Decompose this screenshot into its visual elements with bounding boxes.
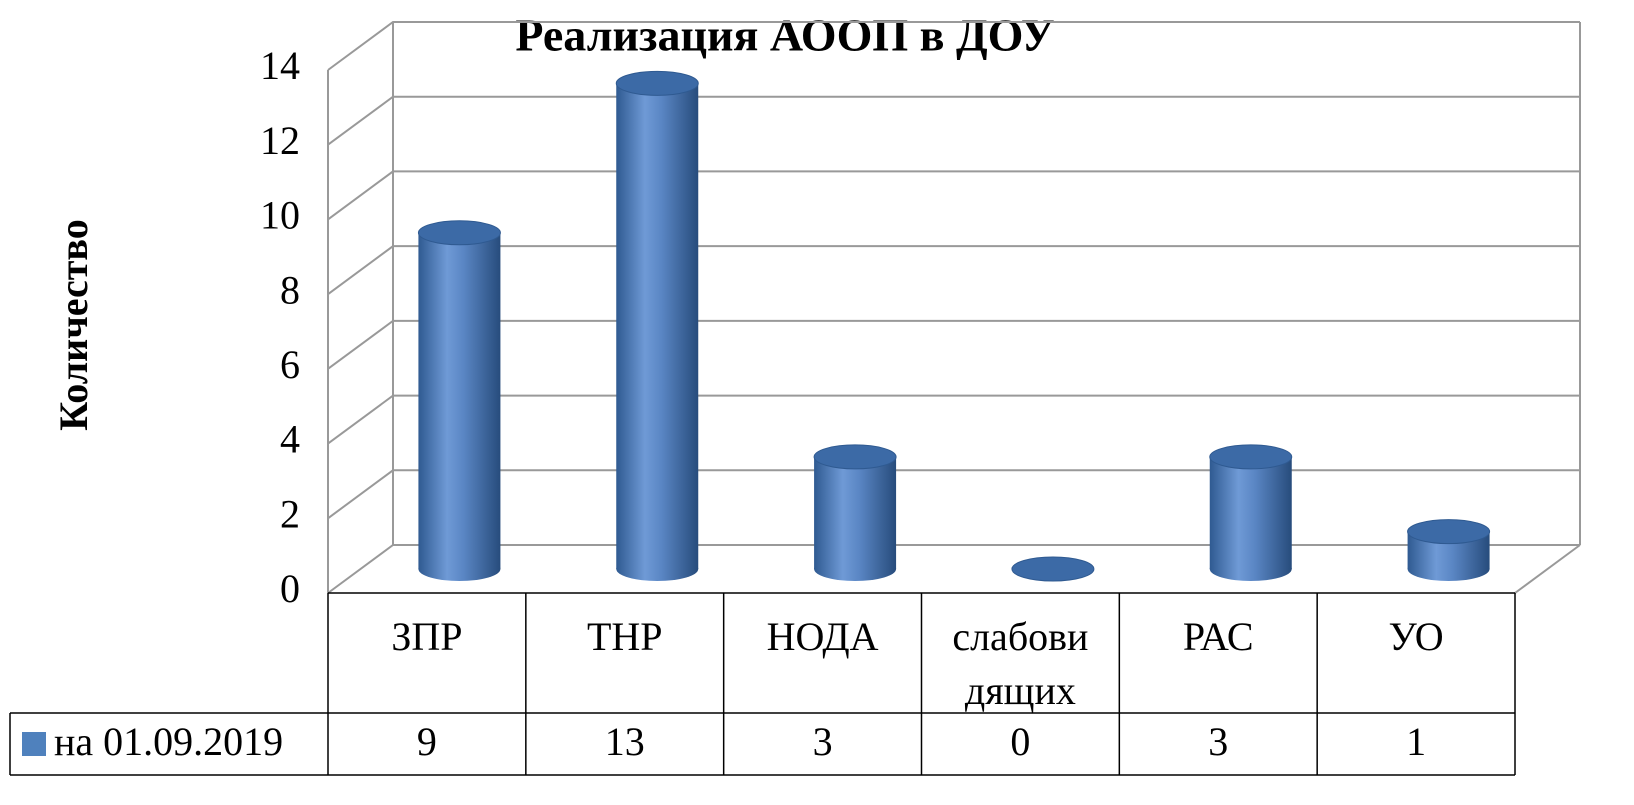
- table-value: 3: [1208, 719, 1228, 764]
- bar-top: [1011, 556, 1095, 582]
- grid-line: [327, 319, 1580, 370]
- bar-base: [1407, 557, 1490, 581]
- grid-line: [327, 544, 1580, 594]
- bar-body: [814, 456, 897, 569]
- y-tick-label: 2: [280, 491, 300, 536]
- x-tick-label: слабови дящих: [952, 614, 1089, 713]
- y-tick-label: 10: [260, 193, 300, 238]
- bar: [813, 444, 897, 581]
- chart-title: Реализация АООП в ДОУ: [515, 10, 1054, 61]
- bar-top: [615, 70, 699, 96]
- bar-top: [813, 444, 897, 470]
- bar-body: [418, 232, 501, 570]
- table-value: 1: [1406, 719, 1426, 764]
- y-tick-label: 4: [280, 417, 300, 462]
- category-cell: УО: [1388, 614, 1444, 659]
- grid-line: [327, 245, 1580, 295]
- grid-line: [327, 95, 1580, 146]
- x-tick-label: НОДА: [766, 614, 879, 659]
- y-tick-label: 14: [260, 43, 300, 88]
- category-cell: ТНР: [586, 614, 663, 659]
- y-tick-label: 8: [280, 267, 300, 312]
- x-tick-label: РАС: [1182, 614, 1254, 659]
- grid-line: [327, 21, 1580, 71]
- bar: [1011, 556, 1095, 582]
- floor-edge: [1514, 544, 1581, 594]
- y-tick-label: 12: [260, 118, 300, 163]
- bar-top: [1209, 444, 1293, 470]
- bar-body: [1209, 456, 1292, 569]
- table-value: 9: [417, 719, 437, 764]
- bar-top: [417, 220, 501, 246]
- category-cell: слабови дящих: [952, 614, 1089, 713]
- grid-line: [327, 469, 1580, 520]
- x-tick-label: УО: [1388, 614, 1444, 659]
- table-value: 0: [1010, 719, 1030, 764]
- x-tick-label: ТНР: [586, 614, 663, 659]
- bar-base: [418, 557, 501, 581]
- bar-base: [814, 557, 897, 581]
- bar: [1407, 519, 1491, 581]
- bar-top: [1407, 519, 1491, 545]
- table-value: 3: [813, 719, 833, 764]
- y-tick-label: 6: [280, 342, 300, 387]
- category-cell: РАС: [1182, 614, 1254, 659]
- grid-line: [327, 394, 1580, 445]
- bar-base: [1209, 557, 1292, 581]
- y-tick-label: 0: [280, 566, 300, 611]
- bar-base: [616, 557, 699, 581]
- bar-body: [616, 83, 699, 569]
- bar: [1209, 444, 1293, 581]
- legend-swatch: [22, 732, 46, 756]
- y-axis-label: Количество: [51, 219, 96, 431]
- bar: [417, 220, 501, 581]
- grid-line: [327, 170, 1580, 221]
- table-value: 13: [605, 719, 645, 764]
- bar: [615, 70, 699, 581]
- legend-label: на 01.09.2019: [54, 719, 283, 764]
- category-cell: НОДА: [766, 614, 879, 659]
- x-tick-label: ЗПР: [391, 614, 463, 659]
- category-cell: ЗПР: [391, 614, 463, 659]
